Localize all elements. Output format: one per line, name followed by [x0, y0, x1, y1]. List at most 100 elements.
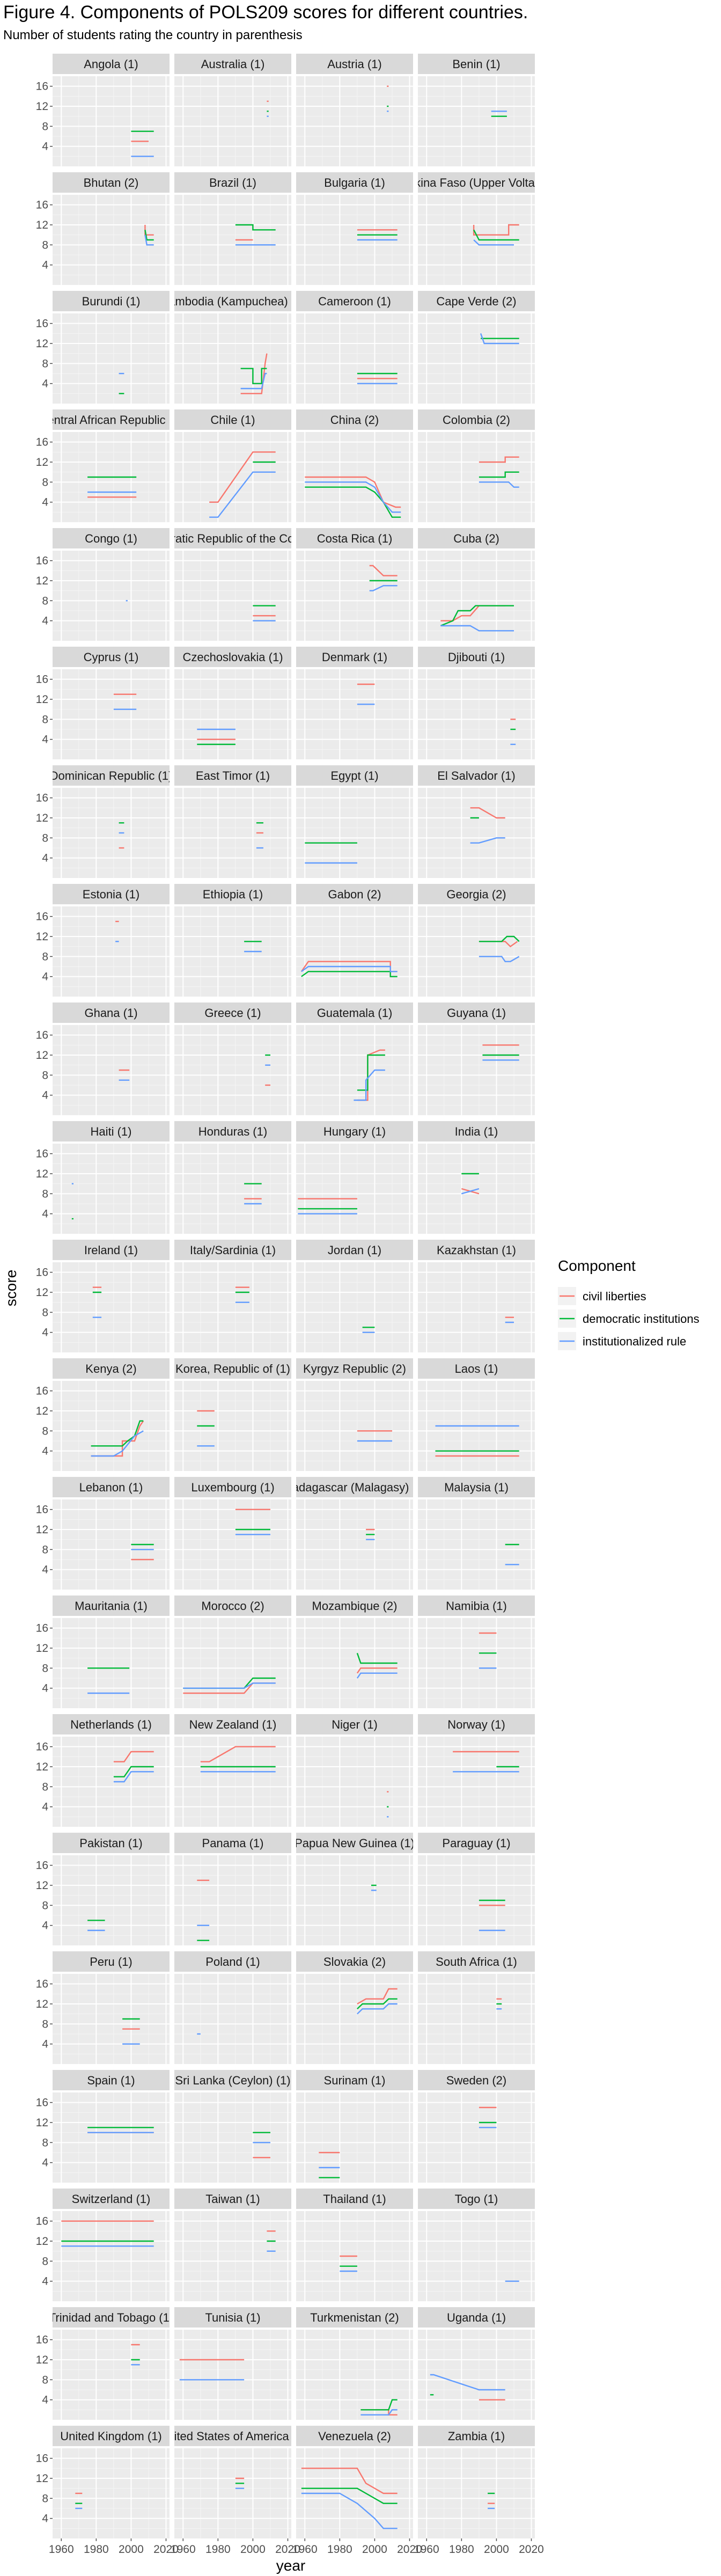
facet-label: Burkina Faso (Upper Volta) (1)	[396, 176, 556, 189]
facet-panel: Togo (1)	[418, 2189, 535, 2301]
y-tick-label: 4	[42, 2513, 48, 2525]
facet-panel: Congo (1) 4 8 12 16	[36, 528, 170, 641]
y-tick-label: 8	[42, 2255, 48, 2267]
facet-label: United States of America (1)	[159, 2429, 306, 2443]
facet-panel: Estonia (1) 4 8 12 16	[36, 884, 170, 997]
facet-panel: United States of America (1)	[159, 2426, 306, 2538]
panel-background	[53, 906, 170, 997]
legend-title: Component	[558, 1257, 636, 1274]
y-tick-label: 4	[42, 734, 48, 746]
facet-panel: Venezuela (2)	[296, 2426, 413, 2538]
facet-strip	[418, 1477, 535, 1497]
facet-strip	[53, 291, 170, 311]
panel-background	[296, 1499, 413, 1590]
facet-strip	[174, 1477, 291, 1497]
y-tick-label: 4	[42, 2275, 48, 2288]
facet-panel: Namibia (1)	[418, 1596, 535, 1708]
facet-strip	[418, 884, 535, 904]
facet-label: Kazakhstan (1)	[437, 1243, 516, 1257]
facet-strip	[418, 1596, 535, 1616]
panel-background	[174, 2092, 291, 2183]
facet-panel: Bhutan (2) 4 8 12 16	[36, 172, 170, 285]
y-tick-label: 4	[42, 378, 48, 390]
facet-label: Cambodia (Kampuchea) (1)	[160, 295, 305, 308]
panel-background	[296, 669, 413, 759]
facet-strip	[53, 54, 170, 74]
series-line-institutionalized-rule	[479, 481, 519, 488]
y-tick-label: 8	[42, 357, 48, 370]
facet-label: Luxembourg (1)	[191, 1481, 274, 1494]
panel-background	[418, 2330, 535, 2420]
facet-strip	[296, 765, 413, 786]
x-tick-label: 2000	[240, 2543, 266, 2556]
panel-background	[174, 1144, 291, 1234]
facet-panel: Georgia (2)	[418, 884, 535, 997]
y-tick-label: 8	[42, 713, 48, 726]
y-tick-label: 12	[36, 2472, 48, 2485]
panel-background	[418, 313, 535, 404]
legend-item: democratic institutions	[558, 1309, 700, 1328]
panel-background	[174, 2448, 291, 2538]
series-line-democratic-institutions	[91, 1420, 144, 1447]
facet-panel: Morocco (2)	[174, 1596, 291, 1708]
y-tick-label: 8	[42, 595, 48, 607]
facet-panel: Chile (1)	[174, 409, 291, 522]
facet-label: Madagascar (Malagasy) (1)	[283, 1481, 427, 1494]
panel-background	[418, 1737, 535, 1827]
y-tick-label: 16	[36, 318, 48, 330]
facet-strip	[296, 291, 413, 311]
facet-label: Cyprus (1)	[84, 650, 139, 664]
facet-panel: Kyrgyz Republic (2)	[296, 1358, 413, 1471]
facet-panel: Slovakia (2)	[296, 1951, 413, 2064]
facet-strip	[296, 54, 413, 74]
x-tick-label: 2000	[484, 2543, 509, 2556]
series-line-civil-liberties	[357, 1988, 398, 2005]
facet-strip	[418, 2070, 535, 2090]
facet-strip	[174, 884, 291, 904]
panel-background	[296, 1025, 413, 1115]
y-tick-label: 16	[36, 911, 48, 923]
panel-background	[174, 2211, 291, 2301]
facet-strip	[296, 1240, 413, 1260]
panel-background	[418, 906, 535, 997]
facet-panel: Brazil (1)	[174, 172, 291, 285]
panel-background	[174, 1262, 291, 1352]
facet-strip	[174, 2189, 291, 2209]
x-axis-title: year	[276, 2557, 305, 2574]
y-tick-label: 12	[36, 931, 48, 943]
panel-background	[53, 669, 170, 759]
facet-panel: Uganda (1)	[418, 2307, 535, 2420]
panel-background	[418, 788, 535, 878]
panel-background	[418, 76, 535, 166]
series-line-civil-liberties	[479, 456, 519, 463]
facet-panel: Malaysia (1)	[418, 1477, 535, 1590]
facet-label: Norway (1)	[447, 1718, 505, 1731]
facet-strip	[53, 1358, 170, 1379]
series-line-institutionalized-rule	[144, 235, 154, 246]
x-tick-label: 2020	[397, 2543, 422, 2556]
facet-strip	[53, 884, 170, 904]
y-tick-label: 12	[36, 2235, 48, 2248]
facet-panel: Italy/Sardinia (1)	[174, 1240, 291, 1352]
series-line-civil-liberties	[369, 565, 398, 576]
facet-panel: Turkmenistan (2)	[296, 2307, 413, 2420]
facet-strip	[53, 1714, 170, 1735]
y-tick-label: 16	[36, 1622, 48, 1635]
series-line-civil-liberties	[305, 476, 401, 508]
y-tick-label: 8	[42, 2374, 48, 2386]
facet-label: Korea, Republic of (1)	[175, 1362, 290, 1375]
facet-strip	[174, 291, 291, 311]
series-line-democratic-institutions	[356, 1652, 398, 1664]
y-tick-label: 8	[42, 1069, 48, 1081]
facet-label: Paraguay (1)	[442, 1836, 510, 1850]
x-tick-label: 2000	[119, 2543, 144, 2556]
facet-strip	[53, 2070, 170, 2090]
y-tick-label: 16	[36, 1978, 48, 1990]
panel-background	[174, 788, 291, 878]
facet-label: United Kingdom (1)	[60, 2429, 162, 2443]
panel-background	[296, 2330, 413, 2420]
facet-label: Cuba (2)	[453, 532, 499, 545]
facet-label: Gabon (2)	[328, 888, 381, 901]
